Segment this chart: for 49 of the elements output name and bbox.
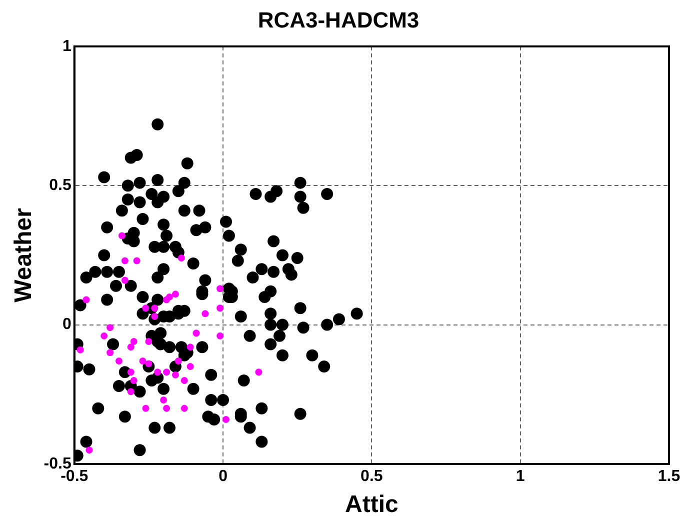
point	[216, 285, 224, 292]
point	[160, 396, 168, 404]
point	[216, 304, 224, 312]
point	[222, 416, 230, 423]
point	[86, 446, 93, 454]
point	[178, 254, 185, 262]
point	[130, 376, 138, 384]
point	[115, 357, 122, 364]
point	[180, 404, 188, 412]
point	[76, 346, 84, 354]
point	[142, 304, 150, 312]
y-tick-label: 0.5	[49, 177, 72, 194]
point	[172, 371, 179, 378]
point	[163, 404, 170, 412]
y-axis-title: Weather	[10, 208, 38, 302]
point	[163, 368, 170, 376]
point	[142, 404, 150, 412]
point	[127, 388, 134, 396]
point	[100, 332, 108, 340]
point	[166, 293, 174, 300]
point	[192, 330, 200, 337]
point	[139, 357, 146, 364]
point	[130, 338, 138, 346]
x-tick-label: 1	[516, 468, 525, 486]
chart-title: RCA3-HADCM3	[258, 7, 420, 32]
point	[174, 357, 182, 364]
point	[127, 368, 134, 376]
x-tick-label: 0	[218, 468, 228, 486]
point	[127, 344, 134, 351]
x-tick-label: 0.5	[360, 468, 383, 486]
y-tick-label: 0	[62, 316, 72, 334]
point	[202, 310, 209, 318]
point	[145, 338, 152, 346]
point	[106, 324, 114, 332]
point	[154, 368, 162, 376]
point	[82, 296, 90, 304]
point	[216, 332, 224, 340]
point	[172, 290, 179, 298]
point	[121, 257, 128, 264]
x-tick-label: 1.5	[658, 468, 680, 486]
point	[121, 276, 128, 284]
y-tick-label: 1	[62, 38, 72, 55]
x-axis-title: Attic	[345, 491, 398, 518]
point	[255, 368, 262, 376]
point	[133, 257, 140, 264]
point	[106, 349, 114, 356]
point	[180, 376, 188, 384]
point	[186, 344, 194, 351]
point	[186, 363, 194, 370]
